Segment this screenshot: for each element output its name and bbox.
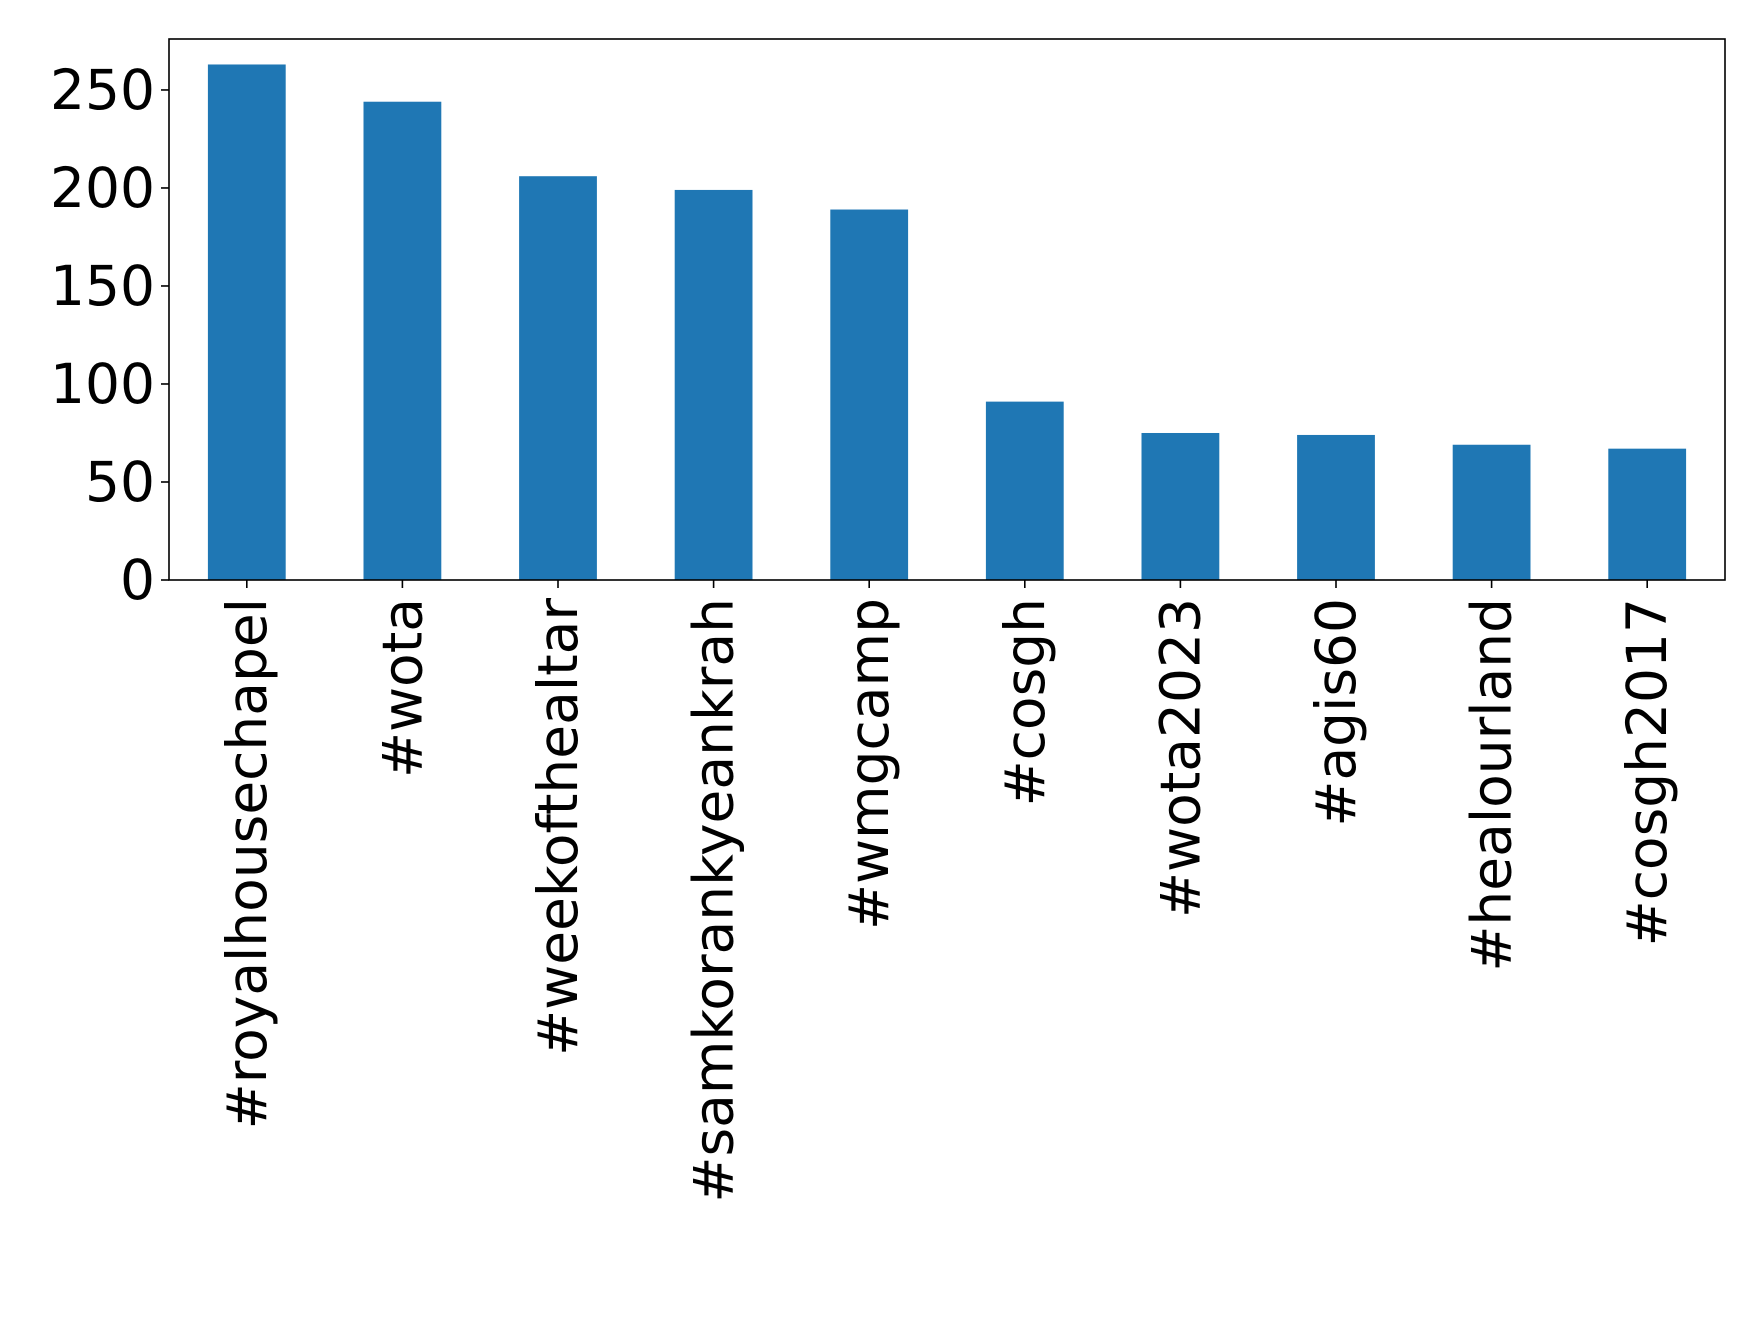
x-tick-label: #cosgh xyxy=(993,598,1057,806)
bar-agis60 xyxy=(1297,434,1375,580)
bar-wmgcamp xyxy=(830,209,909,580)
x-tick-label: #royalhousechapel xyxy=(215,598,279,1129)
x-tick-label: #wota xyxy=(370,598,434,778)
bar-healourland xyxy=(1452,444,1531,580)
x-tick-label: #weekofthealtar xyxy=(526,598,590,1056)
y-tick-label: 100 xyxy=(50,352,155,416)
bar-wota2023 xyxy=(1141,432,1220,580)
bar-samkorankyeankrah xyxy=(674,189,753,580)
bar-cosgh xyxy=(985,401,1064,580)
y-tick-label: 250 xyxy=(50,58,155,122)
plot-area-frame xyxy=(168,38,1726,581)
x-tick-label: #agis60 xyxy=(1304,598,1368,827)
y-tick-label: 50 xyxy=(85,450,155,514)
x-tick-label: #healourland xyxy=(1460,598,1524,972)
x-tick-label: #wmgcamp xyxy=(837,598,901,930)
x-tick-label: #samkorankyeankrah xyxy=(682,598,746,1203)
y-tick-label: 0 xyxy=(120,548,155,612)
x-tick-label: #cosgh2017 xyxy=(1615,598,1679,946)
bar-wota xyxy=(363,101,442,580)
bars-layer xyxy=(207,64,1687,581)
y-axis: 0 50 100 150 200 250 xyxy=(50,58,169,612)
x-tick-label: #wota2023 xyxy=(1148,598,1212,918)
y-tick-label: 200 xyxy=(50,156,155,220)
bar-weekofthealtar xyxy=(519,176,597,580)
y-tick-label: 150 xyxy=(50,254,155,318)
bar-royalhousechapel xyxy=(207,64,286,581)
bar-cosgh2017 xyxy=(1608,448,1687,580)
x-axis: #royalhousechapel #wota #weekofthealtar #sa… xyxy=(215,580,1679,1203)
